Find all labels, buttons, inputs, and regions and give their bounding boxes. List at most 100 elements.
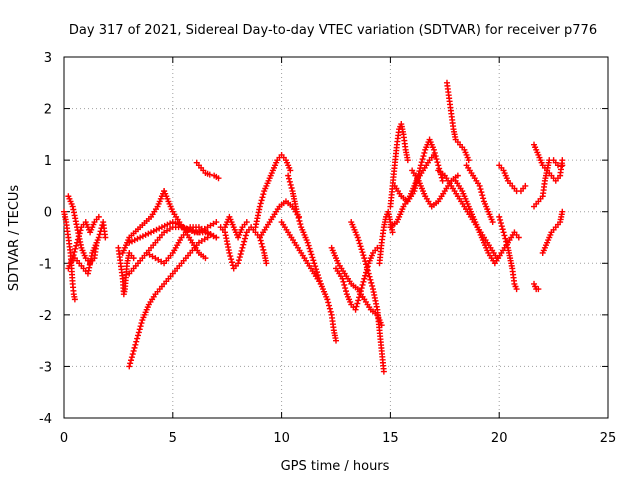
data-point-marker [411,188,418,195]
data-point-marker [515,234,522,241]
data-point-marker [242,235,249,242]
series-arc17 [285,172,339,344]
data-point-marker [333,337,339,344]
data-point-marker [239,244,246,251]
data-point-marker [430,146,437,153]
series-arc36 [539,208,566,256]
data-point-marker [433,156,440,163]
data-point-marker [240,241,247,248]
data-point-marker [357,243,364,250]
data-point-marker [126,363,133,370]
data-point-marker [307,248,314,255]
x-tick-label: 15 [382,431,399,446]
data-point-marker [359,249,366,256]
data-point-marker [297,221,304,228]
series-arc14 [222,213,250,241]
data-point-marker [310,257,317,264]
y-tick-label: 1 [44,154,52,169]
data-point-marker [129,351,136,358]
data-point-marker [362,258,369,265]
series-arc3 [71,219,109,277]
y-tick-label: -4 [39,412,52,427]
data-point-marker [559,157,566,164]
data-point-marker [70,252,77,259]
data-point-marker [131,344,138,351]
data-point-marker [366,273,373,280]
data-point-marker [257,200,264,207]
data-point-marker [308,251,315,258]
data-point-marker [306,245,313,252]
data-point-marker [204,234,211,241]
data-point-marker [75,233,82,240]
data-point-marker [435,162,442,169]
series-arc4 [65,213,102,272]
data-point-marker [258,240,265,247]
data-point-marker [559,208,566,215]
y-tick-label: 0 [44,206,52,221]
data-point-marker [317,280,324,287]
data-point-marker [498,223,505,230]
data-point-marker [416,168,423,175]
data-point-marker [304,239,311,246]
data-point-marker [130,347,137,354]
x-tick-label: 5 [169,431,177,446]
data-point-marker [324,296,331,303]
data-point-marker [285,172,292,179]
data-point-marker [260,246,267,253]
data-point-marker [71,248,78,255]
data-point-marker [260,191,267,198]
data-point-marker [454,172,461,179]
data-point-marker [369,282,376,289]
series-arc20 [333,244,381,313]
data-point-marker [374,244,381,251]
data-point-marker [215,175,222,182]
data-point-marker [479,192,486,199]
data-point-marker [96,231,103,238]
series-arc13 [217,224,270,272]
data-point-marker [353,303,360,310]
data-point-marker [421,149,428,156]
data-point-marker [228,256,235,263]
series-arc7 [126,234,211,370]
data-point-marker [153,226,160,233]
data-point-marker [343,288,350,295]
data-point-marker [256,203,263,210]
data-point-marker [364,267,371,274]
data-point-marker [128,354,135,361]
data-point-marker [287,181,294,188]
data-point-marker [327,308,334,315]
data-point-marker [293,208,300,215]
data-point-marker [380,368,387,375]
data-point-marker [326,302,333,309]
data-point-marker [288,184,295,191]
data-point-marker [161,222,168,229]
data-point-marker [431,149,438,156]
data-point-marker [76,230,83,237]
series-arc21 [348,219,387,375]
x-axis-label: GPS time / hours [281,459,390,474]
data-point-marker [128,357,135,364]
series-arc5 [115,244,137,298]
data-point-marker [150,228,157,235]
data-point-marker [356,240,363,247]
plot-frame [63,56,609,419]
series-arc33 [531,280,542,293]
data-point-marker [389,229,396,236]
data-point-marker [311,260,318,267]
data-point-marker [313,266,320,273]
data-point-marker [295,214,302,221]
data-point-marker [418,159,425,166]
series-arc27 [443,79,472,164]
data-point-marker [359,281,366,288]
data-point-marker [235,257,242,264]
data-point-marker [417,162,424,169]
data-point-marker [139,233,146,240]
x-tick-label: 0 [60,431,68,446]
data-point-marker [134,235,141,242]
data-point-marker [237,251,244,258]
data-point-marker [357,288,364,295]
data-point-marker [501,232,508,239]
data-point-marker [412,185,419,192]
data-point-marker [326,305,333,312]
